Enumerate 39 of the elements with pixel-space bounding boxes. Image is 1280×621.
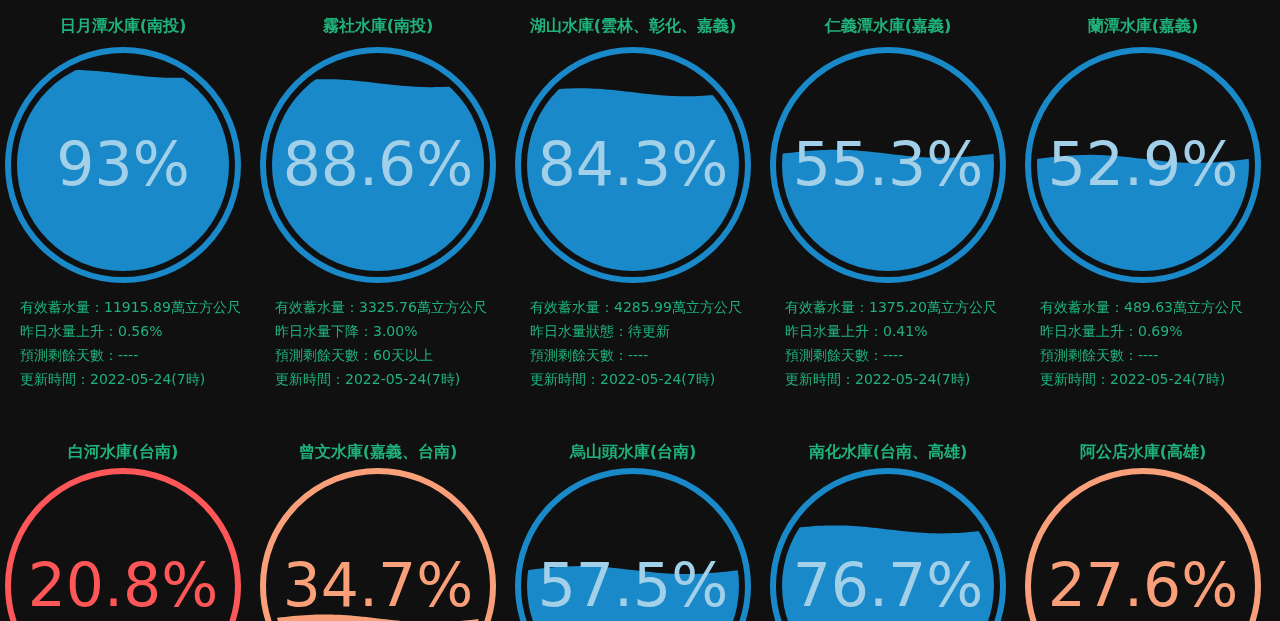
- text: 湖山水庫(雲林、彰化、嘉義): [528, 16, 737, 35]
- text: 白河水庫(台南): [67, 442, 179, 461]
- text: 霧社水庫(南投): [321, 16, 434, 35]
- text: 南化水庫(台南、高雄): [807, 442, 968, 461]
- text: 預測剩餘天數：----: [530, 347, 649, 363]
- data-label: 57.5%: [537, 550, 729, 620]
- text: 預測剩餘天數：----: [785, 347, 904, 363]
- text: 預測剩餘天數：----: [1040, 347, 1159, 363]
- data-label: 27.6%: [1047, 550, 1239, 620]
- text: 日月潭水庫(南投): [59, 16, 187, 35]
- text: 有效蓄水量：1375.20萬立方公尺: [785, 299, 997, 315]
- text: 昨日水量狀態：待更新: [530, 323, 670, 339]
- text: 更新時間：2022-05-24(7時): [1040, 371, 1226, 387]
- data-label: 20.8%: [27, 550, 219, 620]
- text: 有效蓄水量：4285.99萬立方公尺: [530, 299, 742, 315]
- text: 預測剩餘天數：----: [20, 347, 139, 363]
- text: 更新時間：2022-05-24(7時): [785, 371, 971, 387]
- text: 昨日水量上升：0.41%: [785, 323, 928, 339]
- text: 更新時間：2022-05-24(7時): [275, 371, 461, 387]
- text: 昨日水量下降：3.00%: [275, 323, 418, 339]
- data-label: 93%: [56, 129, 190, 199]
- data-label: 34.7%: [282, 550, 474, 620]
- text: 有效蓄水量：3325.76萬立方公尺: [275, 299, 487, 315]
- text: 曾文水庫(嘉義、台南): [298, 442, 458, 461]
- text: 有效蓄水量：489.63萬立方公尺: [1040, 299, 1243, 315]
- text: 蘭潭水庫(嘉義): [1086, 16, 1199, 35]
- data-label: 76.7%: [792, 550, 984, 620]
- text: 昨日水量上升：0.56%: [20, 323, 163, 339]
- text: 烏山頭水庫(台南): [568, 442, 697, 461]
- data-label: 88.6%: [282, 129, 474, 199]
- text: 預測剩餘天數：60天以上: [275, 347, 433, 363]
- data-label: 84.3%: [537, 129, 729, 199]
- text: 仁義潭水庫(嘉義): [823, 16, 952, 35]
- text: 阿公店水庫(高雄): [1079, 442, 1207, 461]
- text: 更新時間：2022-05-24(7時): [530, 371, 716, 387]
- data-label: 55.3%: [792, 129, 984, 199]
- text: 更新時間：2022-05-24(7時): [20, 371, 206, 387]
- text: 昨日水量上升：0.69%: [1040, 323, 1183, 339]
- text: 有效蓄水量：11915.89萬立方公尺: [20, 299, 241, 315]
